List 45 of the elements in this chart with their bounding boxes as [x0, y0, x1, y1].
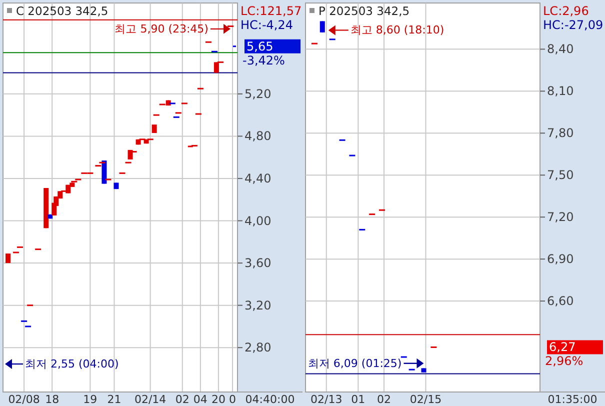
x-tick-label: 0 — [228, 393, 236, 406]
x-tick-label: 02/15 — [410, 393, 442, 406]
y-tick-label: 4,80 — [244, 129, 272, 144]
text: 2,96% — [545, 354, 584, 368]
x-axis-title: 01:35:00 — [548, 393, 598, 406]
annotation: 최고 8,60 (18:10) — [350, 24, 444, 37]
y-tick-label: 3,60 — [244, 256, 272, 270]
x-tick-label: 19 — [83, 393, 98, 406]
x-tick-label: 04 — [193, 393, 208, 406]
x-tick-label: 02 — [175, 393, 190, 406]
chart-title: P 202503 342,5 — [318, 4, 410, 18]
x-tick-label: 01 — [351, 393, 366, 406]
y-tick-label: 5,20 — [244, 86, 272, 101]
text: HC:-27,09 — [543, 18, 604, 32]
y-tick-label: 7,80 — [547, 126, 574, 140]
y-tick-label: 6,60 — [547, 294, 574, 308]
y-tick-label: 4,00 — [244, 214, 272, 228]
text: 5,65 — [246, 39, 274, 54]
y-tick-label: 8,10 — [547, 84, 574, 98]
x-axis-title: 04:40:00 — [245, 393, 295, 406]
x-tick-label: 18 — [45, 393, 60, 406]
y-tick-label: 6,90 — [547, 252, 574, 266]
x-tick-label: 02/08 — [8, 393, 40, 406]
text: 6,27 — [549, 340, 576, 354]
annotation: 최고 5,90 (23:45) — [114, 22, 208, 36]
x-tick-label: 21 — [107, 393, 122, 406]
x-tick-label: 02/14 — [134, 393, 166, 406]
candlestick — [320, 20, 325, 33]
text: HC:-4,24 — [240, 18, 293, 32]
y-tick-label: 3,20 — [244, 298, 272, 312]
x-tick-label: 20 — [211, 393, 226, 406]
chart-title: C 202503 342,5 — [16, 4, 108, 18]
annotation: 최저 2,55 (04:00) — [25, 358, 119, 370]
annotation: 최저 6,09 (01:25) — [308, 356, 402, 370]
y-tick-label: 7,20 — [547, 210, 574, 224]
y-tick-label: 4,40 — [244, 171, 272, 186]
y-tick-label: 2,80 — [244, 340, 272, 355]
candlestick — [102, 160, 107, 184]
text: -3,42% — [242, 53, 285, 68]
text: LC:121,57 — [240, 4, 302, 18]
x-tick-label: 02 — [377, 393, 391, 406]
y-tick-label: 7,50 — [547, 168, 574, 182]
y-tick-label: 8,40 — [547, 42, 574, 56]
text: LC:2,96 — [543, 4, 589, 18]
x-tick-label: 02/13 — [310, 393, 342, 406]
